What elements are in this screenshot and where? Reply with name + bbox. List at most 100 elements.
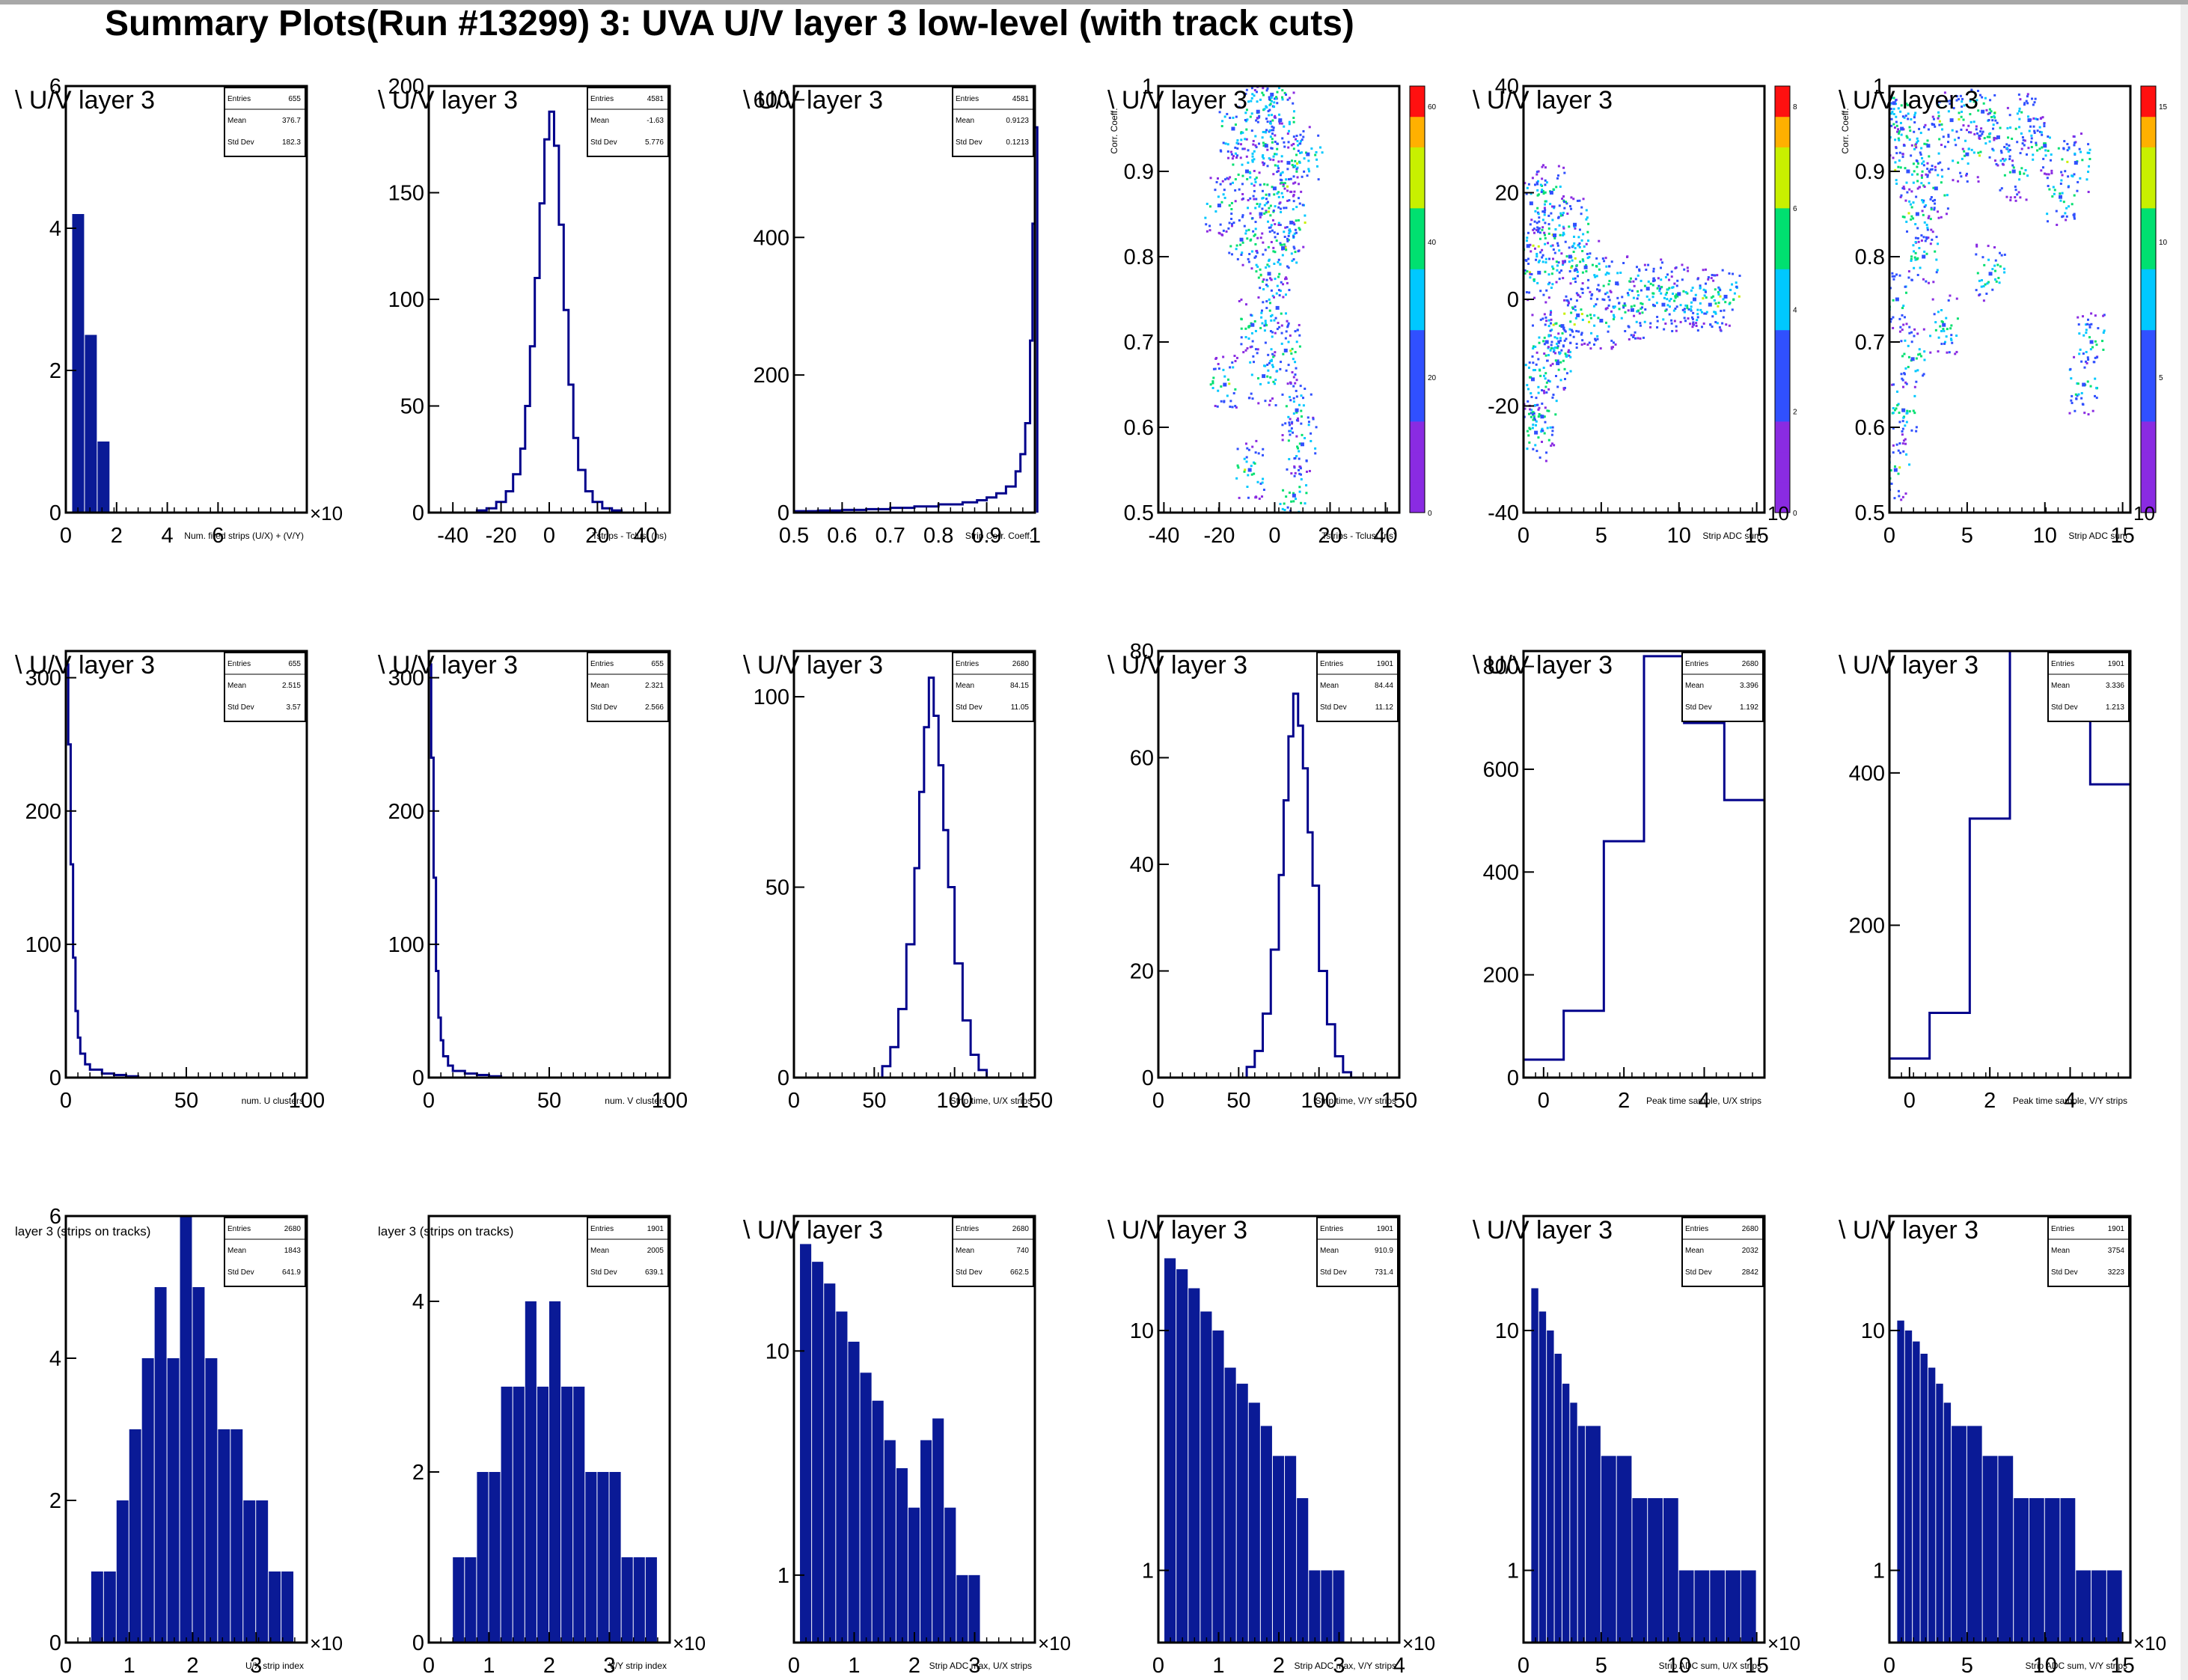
scatter-point bbox=[1890, 112, 1893, 115]
scatter-point bbox=[1532, 415, 1535, 418]
x-axis-exponent: ×10 bbox=[310, 502, 343, 525]
scatter-point bbox=[1895, 147, 1898, 150]
scatter-point bbox=[1656, 316, 1659, 319]
x-tick-label: 2 bbox=[186, 1654, 198, 1678]
scatter-point bbox=[1558, 224, 1561, 227]
scatter-point bbox=[1281, 434, 1284, 437]
histogram-line bbox=[1238, 692, 1360, 1079]
scatter-point bbox=[2014, 196, 2017, 199]
scatter-point bbox=[1895, 273, 1898, 276]
scatter-point bbox=[1946, 351, 1949, 354]
scatter-point bbox=[1249, 361, 1252, 364]
scatter-point bbox=[1731, 283, 1734, 286]
x-tick-label: 10 bbox=[1667, 1654, 1691, 1678]
scatter-point bbox=[1545, 320, 1548, 323]
scatter-point bbox=[2016, 112, 2019, 115]
scatter-point bbox=[1964, 154, 1967, 157]
scatter-point bbox=[1900, 104, 1903, 107]
y-tick-label: 200 bbox=[1849, 914, 1885, 938]
scatter-point bbox=[2095, 397, 2098, 400]
histogram-bar bbox=[1176, 1269, 1188, 1643]
scatter-point bbox=[1901, 377, 1904, 380]
scatter-point bbox=[1930, 228, 1933, 231]
scatter-point bbox=[2102, 314, 2105, 317]
scatter-point bbox=[1263, 108, 1266, 111]
scatter-point bbox=[1664, 322, 1667, 325]
scatter-point bbox=[1896, 390, 1899, 393]
x-axis-exponent: ×10 bbox=[2133, 1632, 2166, 1655]
window-scrollbar[interactable] bbox=[2181, 4, 2188, 1680]
scatter-point bbox=[1532, 227, 1535, 230]
histogram-bar bbox=[968, 1574, 980, 1643]
scatter-point bbox=[2000, 151, 2003, 154]
stats-value: 1901 bbox=[2108, 660, 2125, 668]
scatter-point bbox=[1892, 451, 1895, 454]
scatter-point bbox=[1277, 258, 1280, 261]
scatter-point bbox=[1208, 205, 1211, 208]
scatter-point bbox=[1270, 96, 1273, 99]
scatter-point bbox=[1906, 169, 1910, 174]
scatter-point bbox=[1276, 91, 1279, 94]
scatter-point bbox=[1928, 281, 1931, 284]
histogram-bar bbox=[1936, 1384, 1943, 1643]
scatter-point bbox=[1298, 183, 1301, 186]
scatter-point bbox=[1226, 150, 1229, 153]
scatter-point bbox=[1553, 350, 1556, 353]
scatter-point bbox=[1269, 135, 1272, 138]
stats-value: 4581 bbox=[647, 95, 664, 103]
scatter-point bbox=[1268, 258, 1271, 261]
scatter-point bbox=[1916, 180, 1919, 183]
scatter-point bbox=[1250, 345, 1253, 348]
scatter-point bbox=[1274, 351, 1277, 354]
histogram-bar bbox=[1272, 1456, 1285, 1643]
histogram-line bbox=[792, 126, 1039, 513]
scatter-point bbox=[1559, 214, 1562, 217]
scatter-point bbox=[1575, 343, 1578, 346]
scatter-point bbox=[1255, 263, 1258, 266]
y-tick-label: 10 bbox=[1861, 1319, 1885, 1343]
scatter-point bbox=[1983, 263, 1986, 266]
scatter-point bbox=[1908, 332, 1911, 335]
scatter-point bbox=[1550, 287, 1553, 290]
scatter-point bbox=[1263, 162, 1266, 165]
stats-label: Mean bbox=[590, 1247, 609, 1255]
scatter-point bbox=[1976, 176, 1979, 179]
scatter-point bbox=[1926, 174, 1929, 177]
scatter-point bbox=[2026, 174, 2029, 177]
scatter-point bbox=[1293, 232, 1296, 235]
scatter-point bbox=[1991, 268, 1994, 271]
scatter-point bbox=[1916, 173, 1919, 176]
scatter-point bbox=[1559, 212, 1562, 215]
scatter-point bbox=[1561, 332, 1564, 335]
scatter-point bbox=[1582, 233, 1585, 236]
scatter-point bbox=[1929, 351, 1932, 354]
scatter-point bbox=[1287, 239, 1290, 242]
scatter-point bbox=[1653, 279, 1656, 282]
scatter-point bbox=[1581, 318, 1584, 321]
scatter-point bbox=[1292, 400, 1295, 403]
scatter-point bbox=[1548, 281, 1551, 284]
scatter-point bbox=[1551, 219, 1554, 222]
scatter-point bbox=[1294, 351, 1297, 354]
scatter-point bbox=[1270, 319, 1273, 322]
scatter-point bbox=[1578, 245, 1581, 248]
scatter-point bbox=[1297, 250, 1300, 253]
scatter-point bbox=[1945, 335, 1948, 338]
scatter-point bbox=[1984, 283, 1987, 286]
scatter-point bbox=[1891, 110, 1894, 113]
scatter-point bbox=[1288, 120, 1291, 123]
scatter-point bbox=[1542, 389, 1545, 392]
colorbar-segment bbox=[1410, 299, 1425, 331]
stats-label: Mean bbox=[590, 117, 609, 125]
scatter-point bbox=[1574, 247, 1577, 250]
scatter-point bbox=[2006, 106, 2009, 109]
scatter-point bbox=[1548, 257, 1551, 260]
scatter-point bbox=[1591, 263, 1594, 266]
scatter-point bbox=[1676, 295, 1679, 298]
scatter-point bbox=[1291, 371, 1294, 374]
scatter-point bbox=[1272, 250, 1275, 253]
scatter-point bbox=[2020, 167, 2023, 170]
plot-title: \ U/V layer 3 bbox=[1839, 1216, 1978, 1244]
